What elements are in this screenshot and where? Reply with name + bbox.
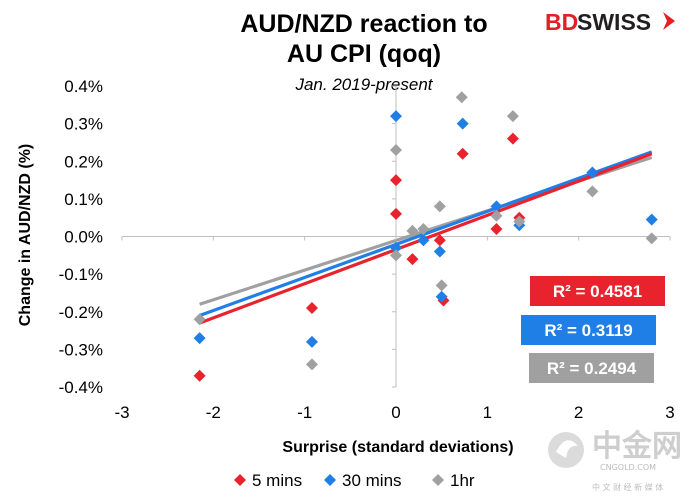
data-point-1hr (193, 313, 206, 326)
data-point-30-mins (433, 245, 446, 258)
y-tick-label: -0.4% (59, 378, 103, 397)
data-point-5-mins (390, 174, 402, 187)
brand-logo: BD SWISS (545, 9, 675, 35)
brand-chevron-icon (663, 12, 675, 30)
data-point-30-mins (490, 200, 503, 213)
data-point-1hr (305, 358, 318, 371)
data-point-1hr (645, 232, 658, 245)
r2-box-30-mins (521, 315, 656, 345)
data-point-5-mins (490, 222, 503, 235)
r2-box-5-mins (530, 276, 665, 306)
y-tick-label: 0.3% (64, 115, 103, 134)
data-point-1hr (435, 279, 448, 292)
x-tick-label: 1 (483, 403, 492, 422)
data-point-5-mins (305, 301, 318, 314)
data-point-1hr (490, 209, 503, 222)
data-point-1hr (417, 222, 430, 235)
x-tick-label: 2 (574, 403, 583, 422)
watermark-text: 中金网 (592, 429, 682, 464)
r2-label: R² = 0.3119 (544, 321, 632, 340)
watermark: 中金网 CNGOLD.COM 中 文 财 经 新 媒 体 (548, 429, 682, 492)
y-tick-label: 0.0% (64, 228, 103, 247)
chart-title-line1: AUD/NZD reaction to (240, 10, 487, 38)
watermark-tagline: 中 文 财 经 新 媒 体 (592, 482, 663, 492)
brand-name-swiss: SWISS (577, 9, 651, 35)
data-point-30-mins (435, 290, 448, 303)
r2-label: R² = 0.2494 (547, 359, 637, 378)
data-point-1hr (390, 143, 402, 156)
watermark-logo-swirl (556, 440, 578, 458)
x-tick-label: 0 (391, 403, 400, 422)
x-axis-label: Surprise (standard deviations) (282, 439, 513, 456)
x-tick-label: -2 (206, 403, 221, 422)
legend-marker-1hr (432, 474, 444, 486)
data-point-5-mins (506, 132, 519, 145)
data-point-1hr (406, 224, 419, 237)
data-point-5-mins (390, 207, 402, 220)
data-point-1hr (513, 215, 526, 228)
y-tick-label: -0.3% (59, 340, 103, 359)
data-point-30-mins (456, 117, 469, 130)
trendline-30-mins (199, 150, 653, 318)
data-point-30-mins (390, 241, 402, 254)
y-axis-label: Change in AUD/NZD (%) (17, 144, 34, 327)
data-point-30-mins (193, 332, 206, 345)
legend: 5 mins 30 mins 1hr (234, 471, 475, 490)
data-point-30-mins (390, 110, 402, 123)
data-point-5-mins (456, 147, 469, 160)
data-point-1hr (433, 200, 446, 213)
x-tick-label: -3 (114, 403, 129, 422)
chart-subtitle: Jan. 2019-present (294, 75, 433, 94)
legend-label: 5 mins (252, 471, 302, 490)
data-point-5-mins (193, 369, 206, 382)
data-point-1hr (390, 249, 402, 262)
data-point-30-mins (417, 234, 430, 247)
legend-label: 30 mins (342, 471, 402, 490)
r2-label: R² = 0.4581 (553, 282, 642, 301)
data-point-5-mins (406, 253, 419, 266)
y-tick-label: 0.2% (64, 152, 103, 171)
brand-name-bd: BD (545, 9, 578, 35)
chart-title-line2: AU CPI (qoq) (287, 40, 441, 68)
y-tick-label: -0.1% (59, 265, 103, 284)
y-tick-label: -0.2% (59, 303, 103, 322)
data-point-1hr (506, 110, 519, 123)
r2-box-1hr (529, 353, 654, 383)
data-point-30-mins (305, 335, 318, 348)
data-point-5-mins (433, 234, 446, 247)
data-point-30-mins (645, 213, 658, 226)
x-tick-label: -1 (297, 403, 312, 422)
legend-marker-5-mins (234, 474, 246, 486)
data-point-1hr (586, 185, 599, 198)
x-tick-label: 3 (665, 403, 674, 422)
data-point-1hr (455, 91, 468, 104)
data-point-30-mins (586, 166, 599, 179)
watermark-subtext: CNGOLD.COM (600, 463, 656, 472)
legend-label: 1hr (450, 471, 475, 490)
y-tick-label: 0.1% (64, 190, 103, 209)
y-tick-label: 0.4% (64, 77, 103, 96)
legend-marker-30-mins (324, 474, 336, 486)
